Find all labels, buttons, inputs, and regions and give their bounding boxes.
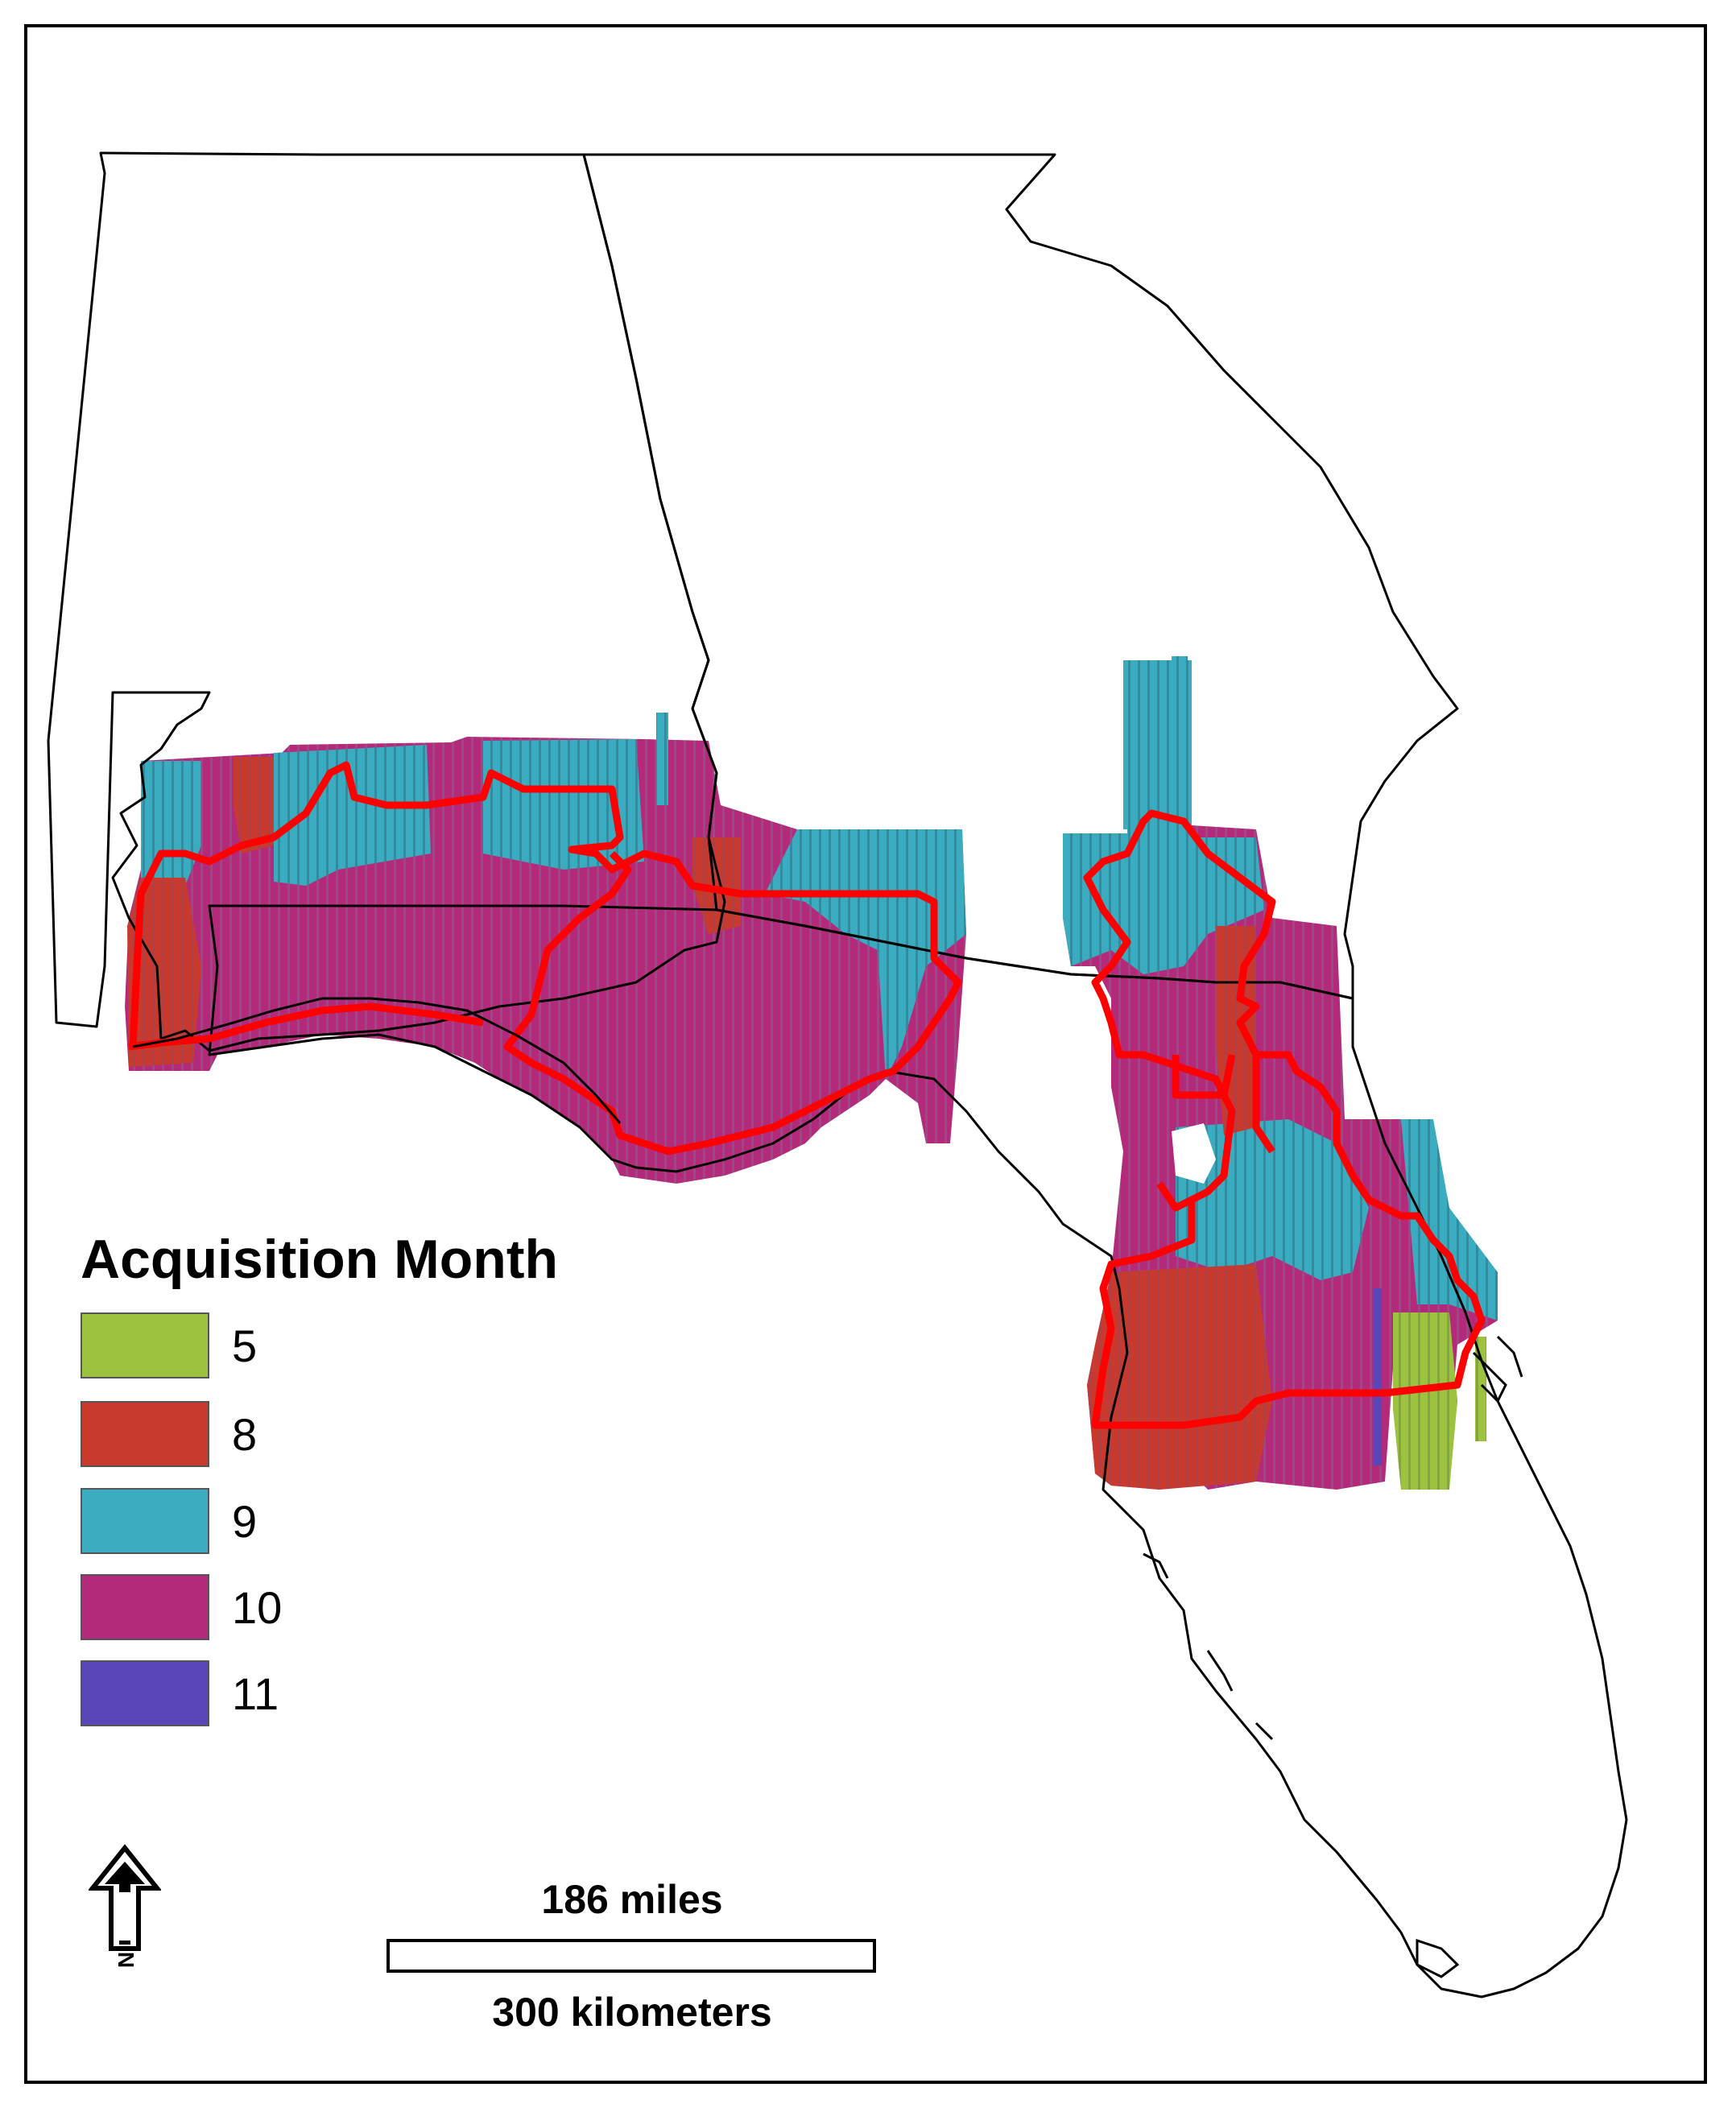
- legend-swatch: [81, 1488, 209, 1554]
- coverage-west-teal-center: [483, 739, 644, 870]
- legend-label: 5: [232, 1320, 258, 1371]
- gulf-islands: [1143, 1552, 1274, 1741]
- red-boundary-west: [129, 761, 962, 1155]
- panhandle-coast: [132, 997, 622, 1124]
- legend-title: Acquisition Month: [81, 1229, 559, 1290]
- red-boundary-east-inner: [1156, 1054, 1275, 1212]
- coastline-detail: [132, 997, 1523, 1978]
- coverage-east-green: [1393, 1312, 1457, 1490]
- legend-label: 11: [232, 1668, 279, 1719]
- legend-swatch: [81, 1312, 209, 1378]
- state-outlines: [47, 151, 1628, 1998]
- atlantic-inlets: [1472, 1335, 1523, 1403]
- coverage-east-teal-coast: [1401, 1119, 1498, 1321]
- legend-item-10: 10: [81, 1574, 282, 1640]
- legend-swatch: [81, 1660, 209, 1726]
- keys-island: [1416, 1938, 1460, 1978]
- red-boundaries: [128, 761, 1486, 1429]
- legend-swatch: [81, 1401, 209, 1467]
- coverage-east-teal-spike-b: [1172, 656, 1188, 829]
- north-arrow-letter: N: [114, 1951, 139, 1969]
- coverage-east: [1063, 656, 1498, 1490]
- coverage-west-red-b: [234, 757, 274, 854]
- legend-item-5: 5: [81, 1312, 257, 1378]
- scale-bar: [386, 1939, 876, 1973]
- scale-label-miles: 186 miles: [541, 1877, 723, 1922]
- legend-label: 8: [232, 1408, 258, 1460]
- coverage-west-teal-spike: [656, 713, 668, 805]
- coverage-west-teal-mid: [274, 745, 431, 886]
- georgia-outline: [582, 153, 1459, 1000]
- legend-label: 9: [232, 1495, 258, 1547]
- scale-label-kilometers: 300 kilometers: [492, 1990, 772, 2035]
- coverage-east-hole: [1172, 1123, 1216, 1184]
- red-boundary-west-coast: [128, 1002, 484, 1051]
- coverage-east-teal-spike-a: [1123, 660, 1139, 829]
- coverage-west-red-a: [127, 878, 201, 1067]
- north-arrow-icon: [89, 1844, 161, 1951]
- legend-item-8: 8: [81, 1401, 257, 1467]
- coverage-east-red-west: [1087, 1264, 1272, 1490]
- legend-label: 10: [232, 1581, 283, 1633]
- legend-item-11: 11: [81, 1660, 279, 1726]
- legend-swatch: [81, 1574, 209, 1640]
- coverage-east-purple-strip: [1374, 1288, 1382, 1465]
- florida-outline: [208, 904, 1628, 1998]
- red-boundary-east: [1083, 809, 1486, 1429]
- legend-item-9: 9: [81, 1488, 257, 1554]
